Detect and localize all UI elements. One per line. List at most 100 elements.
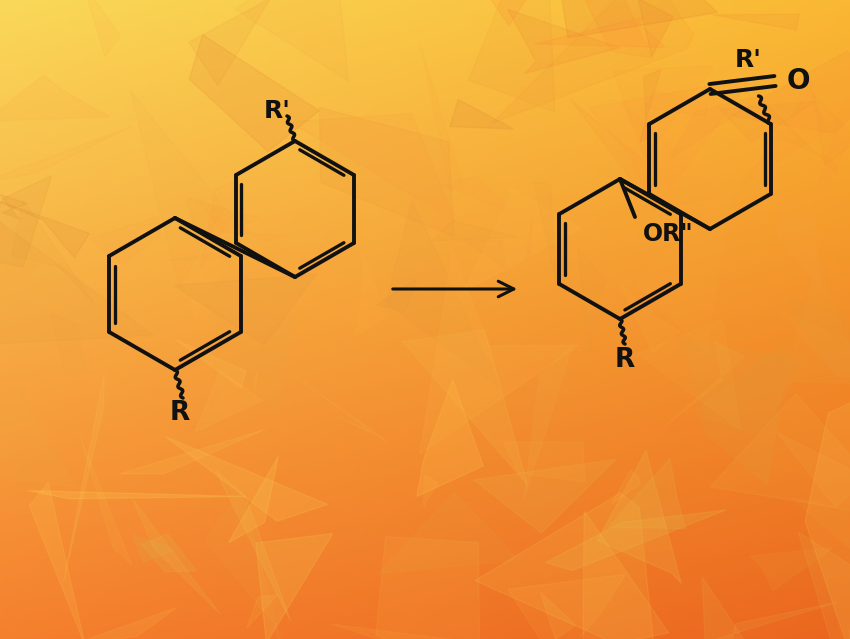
Polygon shape (578, 248, 605, 358)
Polygon shape (508, 574, 626, 639)
Polygon shape (166, 254, 230, 261)
Polygon shape (611, 470, 641, 504)
Polygon shape (235, 0, 348, 81)
Polygon shape (669, 602, 839, 639)
Polygon shape (751, 548, 833, 590)
Polygon shape (613, 66, 713, 159)
Text: R': R' (264, 99, 291, 123)
Text: O: O (787, 67, 811, 95)
Polygon shape (475, 493, 655, 639)
Polygon shape (201, 182, 238, 269)
Polygon shape (0, 126, 133, 183)
Polygon shape (205, 490, 285, 639)
Polygon shape (731, 51, 850, 134)
Polygon shape (378, 493, 515, 574)
Polygon shape (229, 456, 278, 543)
Polygon shape (720, 101, 816, 142)
Polygon shape (197, 197, 286, 242)
Polygon shape (507, 10, 620, 73)
Polygon shape (376, 537, 480, 639)
Polygon shape (186, 217, 369, 323)
Polygon shape (64, 374, 105, 581)
Polygon shape (535, 17, 665, 47)
Text: R: R (170, 400, 190, 426)
Polygon shape (131, 91, 232, 288)
Polygon shape (681, 341, 805, 436)
Polygon shape (29, 482, 85, 639)
Polygon shape (420, 252, 580, 454)
Polygon shape (176, 340, 246, 388)
Polygon shape (777, 196, 820, 288)
Polygon shape (637, 187, 731, 351)
Polygon shape (695, 338, 793, 484)
Polygon shape (525, 217, 532, 261)
Polygon shape (778, 433, 850, 507)
Polygon shape (212, 312, 246, 411)
Polygon shape (638, 319, 740, 431)
Polygon shape (640, 70, 660, 142)
Polygon shape (464, 185, 581, 291)
Text: R: R (615, 347, 635, 373)
Polygon shape (230, 316, 293, 412)
Polygon shape (189, 0, 270, 86)
Polygon shape (638, 0, 673, 57)
Polygon shape (805, 395, 850, 639)
Polygon shape (0, 75, 110, 121)
Polygon shape (133, 499, 220, 614)
Polygon shape (190, 35, 319, 151)
Polygon shape (133, 535, 174, 562)
Polygon shape (442, 176, 512, 213)
Polygon shape (583, 511, 669, 639)
Polygon shape (187, 198, 259, 242)
Polygon shape (620, 100, 721, 205)
Polygon shape (586, 0, 652, 58)
Polygon shape (570, 99, 652, 207)
Polygon shape (598, 451, 681, 583)
Polygon shape (0, 194, 27, 219)
Polygon shape (546, 510, 726, 571)
Polygon shape (246, 594, 278, 629)
Polygon shape (608, 459, 686, 528)
Polygon shape (702, 577, 755, 639)
Polygon shape (254, 372, 258, 392)
Polygon shape (478, 0, 575, 26)
Polygon shape (215, 470, 291, 621)
Polygon shape (320, 107, 454, 236)
Polygon shape (290, 114, 455, 221)
Polygon shape (534, 182, 555, 279)
Polygon shape (355, 259, 388, 336)
Polygon shape (790, 498, 850, 573)
Polygon shape (298, 238, 363, 277)
Polygon shape (0, 387, 76, 486)
Polygon shape (403, 330, 528, 485)
Polygon shape (813, 94, 850, 165)
Polygon shape (387, 201, 500, 387)
Polygon shape (0, 213, 42, 296)
Text: R': R' (735, 48, 762, 72)
Polygon shape (540, 592, 575, 639)
Polygon shape (788, 263, 850, 384)
Polygon shape (75, 608, 176, 639)
Text: OR": OR" (643, 222, 694, 246)
Polygon shape (0, 214, 153, 344)
Polygon shape (712, 14, 799, 30)
Polygon shape (463, 240, 507, 269)
Polygon shape (220, 252, 239, 284)
Polygon shape (468, 0, 555, 112)
Polygon shape (620, 282, 679, 353)
Polygon shape (787, 300, 850, 376)
Polygon shape (503, 442, 585, 482)
Polygon shape (28, 491, 246, 499)
Polygon shape (166, 437, 327, 521)
Polygon shape (174, 274, 316, 345)
Polygon shape (559, 0, 717, 38)
Polygon shape (140, 247, 246, 328)
Polygon shape (332, 624, 484, 639)
Polygon shape (196, 371, 264, 432)
Polygon shape (377, 279, 416, 311)
Polygon shape (290, 373, 388, 442)
Polygon shape (756, 93, 836, 173)
Polygon shape (491, 0, 694, 123)
Polygon shape (524, 344, 573, 499)
Polygon shape (450, 100, 513, 129)
